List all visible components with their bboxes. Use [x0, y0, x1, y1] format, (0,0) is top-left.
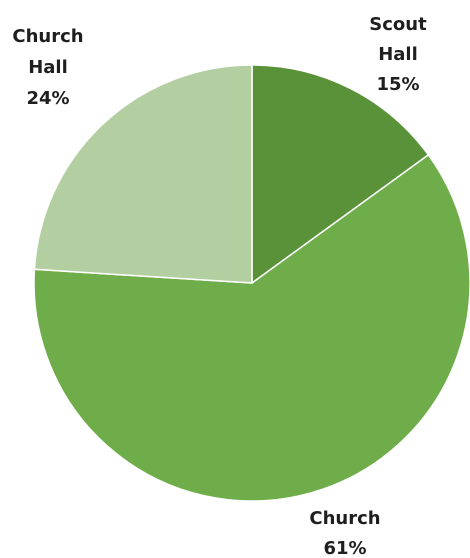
slice-label-church: Church 61% [309, 508, 380, 558]
slice-label-line: Church [12, 26, 83, 47]
slice-labels: Scout Hall 15% Church 61% Church Hall 24% [12, 14, 427, 558]
slice-label-line: Church [309, 508, 380, 529]
slice-label-line: Hall [28, 57, 68, 78]
pie-slice-scout-hall [251, 64, 430, 285]
slice-label-line: 24% [26, 88, 69, 109]
slice-label-scout-hall: Scout Hall 15% [369, 14, 427, 95]
slice-label-church-hall: Church Hall 24% [12, 26, 83, 109]
slice-label-line: Hall [378, 44, 418, 65]
pie-slices [33, 64, 470, 502]
slice-label-line: Scout [369, 14, 427, 35]
pie-slice-church-hall [33, 64, 253, 284]
slice-label-line: 15% [376, 74, 419, 95]
slice-label-line: 61% [323, 538, 366, 558]
